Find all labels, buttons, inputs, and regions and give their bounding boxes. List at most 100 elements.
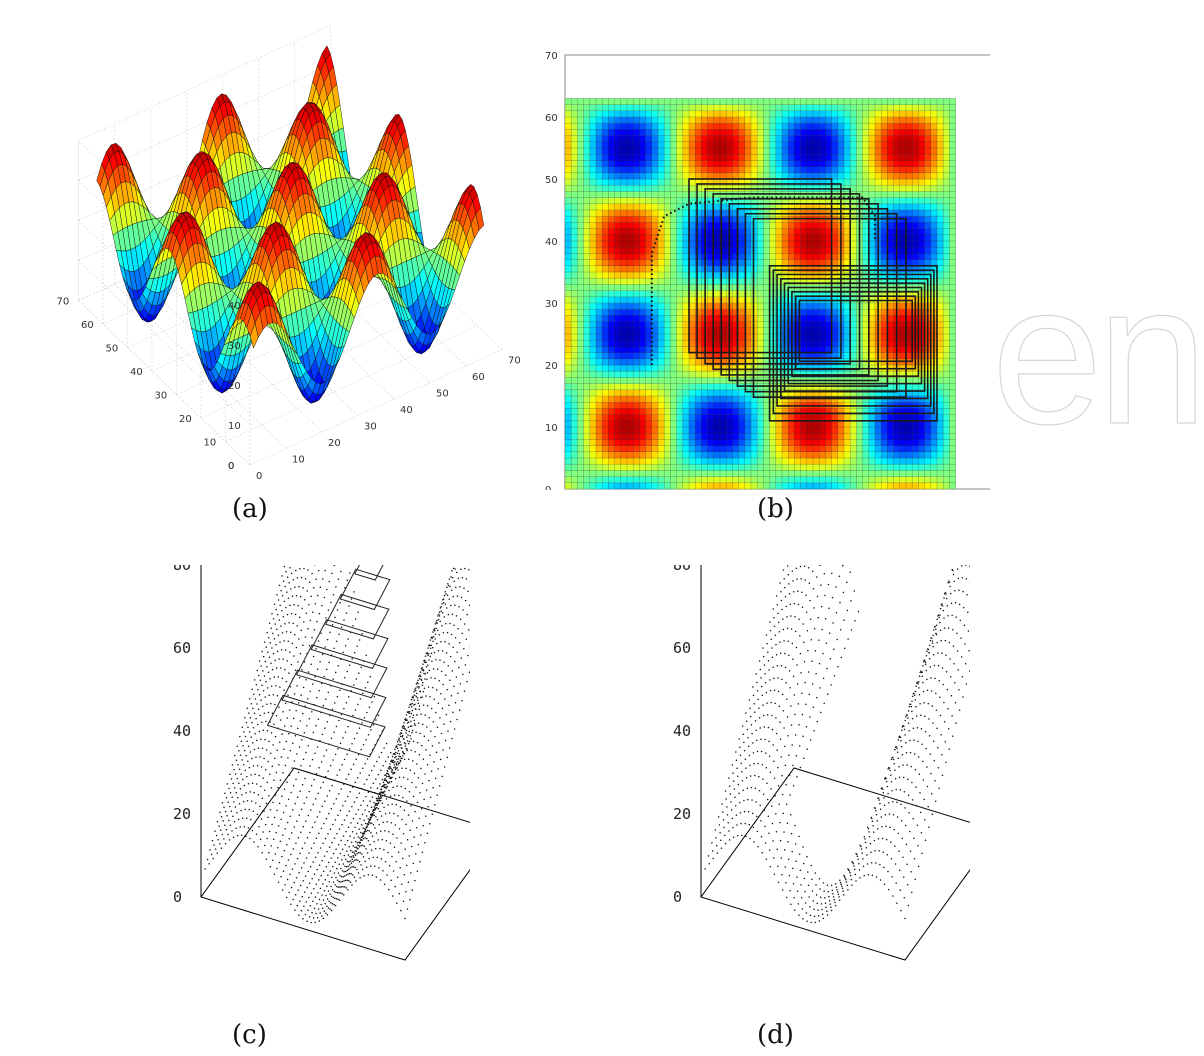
heatmap-cell (769, 117, 776, 124)
heatmap-cell (565, 476, 572, 483)
heatmap-cell (794, 439, 801, 446)
heatmap-cell (806, 259, 814, 266)
heatmap-cell (620, 358, 628, 366)
heatmap-cell (658, 284, 665, 291)
heatmap-cell (751, 414, 758, 421)
heatmap-cell (744, 365, 752, 372)
heatmap-cell (695, 352, 702, 359)
heatmap-cell (614, 265, 621, 273)
heatmap-cell (713, 315, 721, 322)
heatmap-cell (794, 458, 801, 465)
heatmap-cell (732, 129, 739, 136)
heatmap-cell (577, 396, 584, 403)
heatmap-cell (788, 179, 795, 186)
heatmap-cell (608, 191, 615, 198)
heatmap-cell (676, 228, 683, 235)
heatmap-cell (707, 203, 714, 211)
heatmap-cell (775, 458, 783, 465)
heatmap-cell (633, 160, 640, 167)
heatmap-cell (763, 98, 770, 105)
heatmap-cell (695, 129, 702, 136)
heatmap-cell (633, 383, 640, 390)
heatmap-cell (676, 346, 683, 353)
heatmap-cell (589, 259, 597, 266)
heatmap-cell (676, 303, 683, 310)
heatmap-cell (720, 327, 727, 335)
heatmap-cell (757, 402, 764, 409)
heatmap-cell (589, 408, 597, 415)
heatmap-cell (565, 272, 572, 279)
heatmap-cell (670, 433, 677, 440)
heatmap-cell (583, 234, 590, 242)
heatmap-cell (676, 185, 683, 192)
heatmap-cell (788, 451, 795, 459)
heatmap-cell (744, 154, 752, 161)
heatmap-cell (689, 210, 696, 217)
heatmap-cell (577, 104, 584, 111)
heatmap-cell (645, 365, 652, 372)
heatmap-cell (713, 272, 721, 279)
heatmap-cell (720, 179, 727, 186)
heatmap-cell (614, 482, 621, 490)
heatmap-cell (794, 259, 801, 266)
heatmap-cell (757, 247, 764, 254)
heatmap-cell (602, 365, 609, 372)
heatmap-cell (676, 160, 683, 167)
heatmap-cell (670, 451, 677, 459)
heatmap-cell (627, 278, 634, 285)
heatmap-cell (788, 482, 795, 490)
heatmap-cell (800, 315, 807, 322)
heatmap-cell (775, 222, 783, 229)
heatmap-cell (782, 234, 789, 242)
heatmap-cell (596, 135, 603, 142)
heatmap-cell (658, 148, 665, 155)
heatmap-cell (682, 377, 690, 384)
heatmap-cell (695, 228, 702, 235)
heatmap-cell (707, 272, 714, 279)
heatmap-cell (757, 309, 764, 316)
heatmap-cell (633, 129, 640, 136)
heatmap-cell (819, 166, 826, 173)
heatmap-cell (794, 482, 801, 490)
heatmap-cell (720, 172, 727, 180)
heatmap-cell (732, 272, 739, 279)
heatmap-cell (589, 135, 597, 142)
heatmap-cell (577, 383, 584, 390)
heatmap-cell (664, 365, 671, 372)
heatmap-cell (775, 482, 783, 490)
heatmap-cell (589, 321, 597, 328)
heatmap-cell (633, 340, 640, 347)
heatmap-cell (682, 241, 690, 248)
heatmap-cell (589, 241, 597, 248)
heatmap-cell (788, 470, 795, 477)
heatmap-cell (813, 303, 820, 310)
heatmap-cell (695, 284, 702, 291)
heatmap-cell (825, 414, 832, 421)
heatmap-cell (676, 216, 683, 223)
heatmap-cell (788, 464, 795, 471)
heatmap-cell (800, 420, 807, 428)
heatmap-cell (695, 259, 702, 266)
heatmap-cell (788, 259, 795, 266)
heatmap-cell (583, 284, 590, 291)
heatmap-cell (738, 482, 745, 490)
heatmap-cell (813, 414, 820, 421)
heatmap-cell (639, 476, 646, 483)
heatmap-cell (608, 117, 615, 124)
heatmap-cell (620, 296, 628, 304)
heatmap-cell (664, 123, 671, 130)
heatmap-cell (738, 352, 745, 359)
heatmap-cell (732, 228, 739, 235)
heatmap-cell (596, 427, 603, 434)
heatmap-cell (571, 315, 578, 322)
heatmap-cell (806, 327, 814, 335)
heatmap-cell (602, 179, 609, 186)
heatmap-cell (763, 123, 770, 130)
heatmap-cell (713, 166, 721, 173)
heatmap-cell (763, 265, 770, 273)
heatmap-cell (769, 141, 776, 149)
heatmap-cell (664, 222, 671, 229)
heatmap-cell (713, 365, 721, 372)
heatmap-cell (825, 470, 832, 477)
heatmap-cell (707, 303, 714, 310)
